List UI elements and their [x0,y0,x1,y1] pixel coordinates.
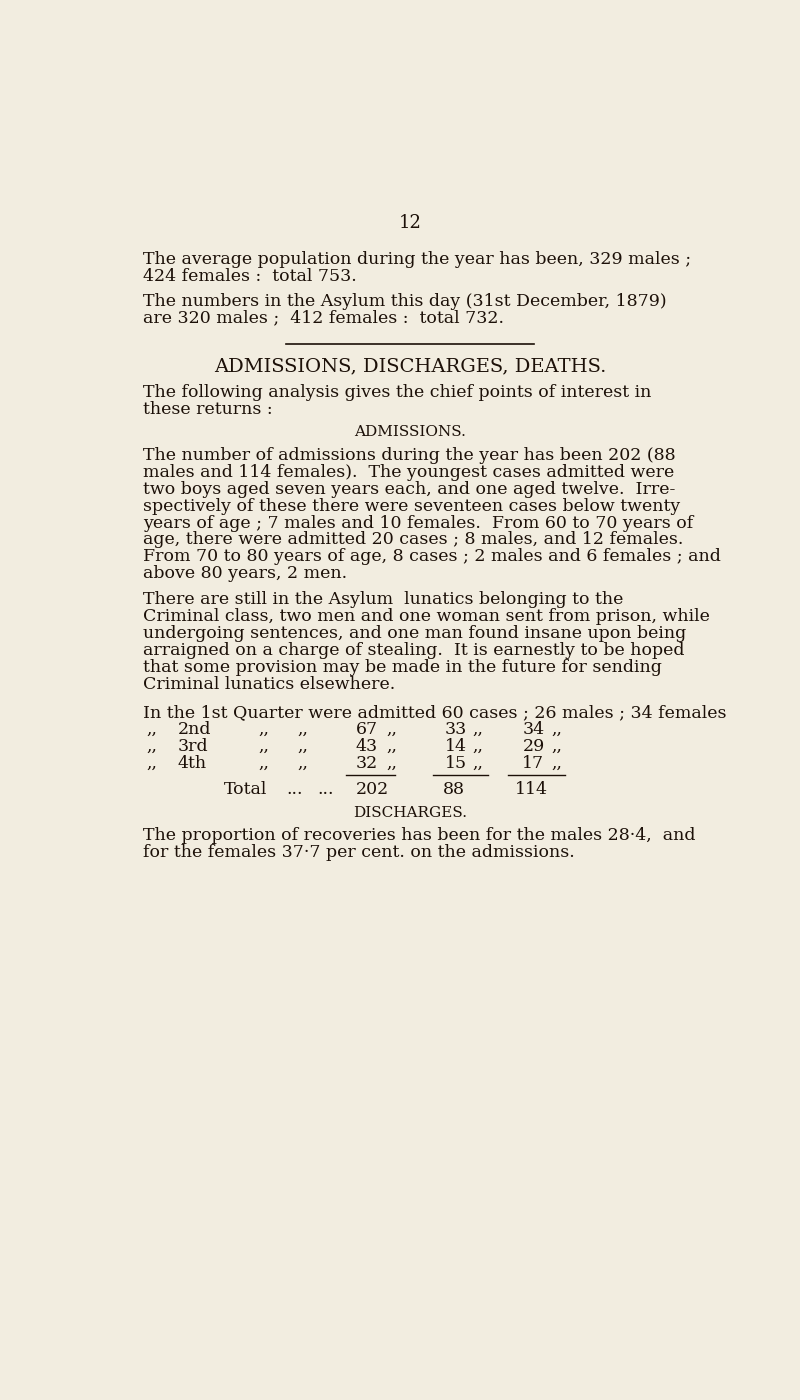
Text: 2nd: 2nd [178,721,211,738]
Text: The number of admissions during the year has been 202 (88: The number of admissions during the year… [142,447,675,463]
Text: ,,: ,, [259,738,270,755]
Text: that some provision may be made in the future for sending: that some provision may be made in the f… [142,659,662,676]
Text: ,,: ,, [472,721,483,738]
Text: ,,: ,, [259,755,270,771]
Text: males and 114 females).  The youngest cases admitted were: males and 114 females). The youngest cas… [142,463,674,480]
Text: The following analysis gives the chief points of interest in: The following analysis gives the chief p… [142,384,651,400]
Text: DISCHARGES.: DISCHARGES. [353,806,467,820]
Text: ADMISSIONS, DISCHARGES, DEATHS.: ADMISSIONS, DISCHARGES, DEATHS. [214,357,606,375]
Text: ,,: ,, [472,738,483,755]
Text: ,,: ,, [386,721,398,738]
Text: 17: 17 [522,755,545,771]
Text: ,,: ,, [298,721,309,738]
Text: The proportion of recoveries has been for the males 28·4,  and: The proportion of recoveries has been fo… [142,827,695,844]
Text: ...: ... [317,781,334,798]
Text: ,,: ,, [259,721,270,738]
Text: ,,: ,, [551,738,562,755]
Text: 34: 34 [522,721,545,738]
Text: arraigned on a charge of stealing.  It is earnestly to be hoped: arraigned on a charge of stealing. It is… [142,643,684,659]
Text: above 80 years, 2 men.: above 80 years, 2 men. [142,566,346,582]
Text: spectively of these there were seventeen cases below twenty: spectively of these there were seventeen… [142,497,680,515]
Text: ,,: ,, [386,755,398,771]
Text: 424 females :  total 753.: 424 females : total 753. [142,269,356,286]
Text: are 320 males ;  412 females :  total 732.: are 320 males ; 412 females : total 732. [142,309,504,326]
Text: Criminal lunatics elsewhere.: Criminal lunatics elsewhere. [142,676,395,693]
Text: 67: 67 [356,721,378,738]
Text: years of age ; 7 males and 10 females.  From 60 to 70 years of: years of age ; 7 males and 10 females. F… [142,515,693,532]
Text: 32: 32 [356,755,378,771]
Text: ,,: ,, [298,755,309,771]
Text: 15: 15 [445,755,467,771]
Text: 12: 12 [398,214,422,232]
Text: 88: 88 [442,781,465,798]
Text: 202: 202 [356,781,389,798]
Text: 4th: 4th [178,755,206,771]
Text: 114: 114 [515,781,549,798]
Text: ...: ... [286,781,302,798]
Text: Criminal class, two men and one woman sent from prison, while: Criminal class, two men and one woman se… [142,609,710,626]
Text: ,,: ,, [386,738,398,755]
Text: 29: 29 [522,738,545,755]
Text: ,,: ,, [146,755,158,771]
Text: ,,: ,, [298,738,309,755]
Text: age, there were admitted 20 cases ; 8 males, and 12 females.: age, there were admitted 20 cases ; 8 ma… [142,532,683,549]
Text: The average population during the year has been, 329 males ;: The average population during the year h… [142,251,690,269]
Text: undergoing sentences, and one man found insane upon being: undergoing sentences, and one man found … [142,626,686,643]
Text: 33: 33 [445,721,467,738]
Text: ,,: ,, [146,738,158,755]
Text: 3rd: 3rd [178,738,208,755]
Text: ADMISSIONS.: ADMISSIONS. [354,426,466,440]
Text: In the 1st Quarter were admitted 60 cases ; 26 males ; 34 females: In the 1st Quarter were admitted 60 case… [142,704,726,721]
Text: 43: 43 [356,738,378,755]
Text: Total: Total [224,781,267,798]
Text: for the females 37·7 per cent. on the admissions.: for the females 37·7 per cent. on the ad… [142,844,574,861]
Text: ,,: ,, [146,721,158,738]
Text: From 70 to 80 years of age, 8 cases ; 2 males and 6 females ; and: From 70 to 80 years of age, 8 cases ; 2 … [142,549,721,566]
Text: ,,: ,, [472,755,483,771]
Text: There are still in the Asylum  lunatics belonging to the: There are still in the Asylum lunatics b… [142,591,623,609]
Text: 14: 14 [445,738,467,755]
Text: ,,: ,, [551,721,562,738]
Text: these returns :: these returns : [142,400,272,417]
Text: ,,: ,, [551,755,562,771]
Text: two boys aged seven years each, and one aged twelve.  Irre-: two boys aged seven years each, and one … [142,480,675,497]
Text: The numbers in the Asylum this day (31st December, 1879): The numbers in the Asylum this day (31st… [142,293,666,309]
